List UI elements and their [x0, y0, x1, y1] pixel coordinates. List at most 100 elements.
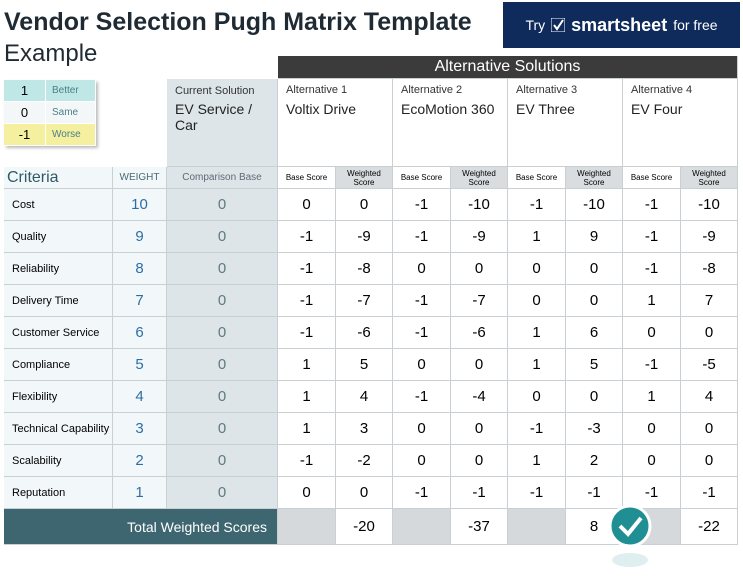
base-score-label: Base Score	[508, 167, 566, 189]
total-score: -20	[336, 509, 393, 545]
base-score: -1	[393, 221, 451, 253]
base-score: 0	[393, 413, 451, 445]
alternative-header: Alternative 1 Voltix Drive	[278, 79, 393, 167]
base-score: -1	[623, 477, 681, 509]
weighted-score: -1	[451, 477, 508, 509]
base-score: -1	[278, 445, 336, 477]
base-score: 0	[508, 285, 566, 317]
alternative-header: Alternative 4 EV Four	[623, 79, 738, 167]
criterion: Flexibility	[4, 381, 113, 413]
base-score: -1	[393, 189, 451, 221]
banner-suffix: for free	[673, 17, 718, 33]
weighted-score: -1	[681, 477, 738, 509]
weighted-score-label: Weighted Score	[336, 167, 393, 189]
base-score: -1	[278, 285, 336, 317]
weighted-score: 9	[566, 221, 623, 253]
weighted-score: 0	[451, 253, 508, 285]
current-score: 0	[167, 349, 278, 381]
weighted-score: -2	[336, 445, 393, 477]
weighted-score: 0	[451, 413, 508, 445]
alternative-label: Alternative 4	[631, 84, 693, 96]
base-score: 1	[278, 381, 336, 413]
weighted-score: -7	[336, 285, 393, 317]
current-label: Current Solution	[175, 85, 255, 97]
current-score: 0	[167, 477, 278, 509]
current-name: EV Service / Car	[175, 101, 253, 133]
totals-spacer	[508, 509, 566, 545]
current-score: 0	[167, 317, 278, 349]
weighted-score: 0	[566, 285, 623, 317]
criterion: Reputation	[4, 477, 113, 509]
weight: 10	[113, 189, 167, 221]
criterion: Technical Capability	[4, 413, 113, 445]
weighted-score: 0	[681, 317, 738, 349]
legend-value: -1	[4, 124, 46, 146]
weighted-score: -7	[451, 285, 508, 317]
legend-label: Worse	[46, 124, 96, 146]
base-score: 0	[278, 189, 336, 221]
weight: 6	[113, 317, 167, 349]
base-score: 1	[508, 221, 566, 253]
base-score: 0	[393, 349, 451, 381]
weight: 3	[113, 413, 167, 445]
criteria-label: Criteria	[4, 167, 113, 189]
weighted-score: 3	[336, 413, 393, 445]
weight: 4	[113, 381, 167, 413]
base-score: -1	[278, 253, 336, 285]
base-score: -1	[508, 477, 566, 509]
weighted-score: 5	[566, 349, 623, 381]
alternative-label: Alternative 2	[401, 84, 463, 96]
weighted-score: -1	[566, 477, 623, 509]
weighted-score: 5	[336, 349, 393, 381]
alternative-name: EV Four	[631, 101, 683, 117]
base-score: 1	[508, 317, 566, 349]
banner[interactable]: Try smartsheet for free	[503, 2, 740, 48]
weighted-score: 0	[336, 189, 393, 221]
legend-value: 1	[4, 80, 46, 102]
weighted-score: -10	[566, 189, 623, 221]
criterion: Delivery Time	[4, 285, 113, 317]
base-score: 1	[278, 349, 336, 381]
base-score-label: Base Score	[623, 167, 681, 189]
base-score: -1	[278, 221, 336, 253]
weighted-score: 6	[566, 317, 623, 349]
current-score: 0	[167, 253, 278, 285]
alternative-header: Alternative 3 EV Three	[508, 79, 623, 167]
weighted-score: -4	[451, 381, 508, 413]
banner-try: Try	[525, 17, 546, 33]
totals-spacer	[393, 509, 451, 545]
base-score: -1	[393, 477, 451, 509]
base-score: -1	[623, 221, 681, 253]
alternatives-title: Alternative Solutions	[278, 56, 738, 79]
weighted-score: 0	[451, 349, 508, 381]
weighted-score: 0	[336, 477, 393, 509]
weighted-score: 0	[566, 381, 623, 413]
base-score: -1	[623, 189, 681, 221]
alternative-header: Alternative 2 EcoMotion 360	[393, 79, 508, 167]
criterion: Quality	[4, 221, 113, 253]
base-score: -1	[508, 189, 566, 221]
alternative-name: Voltix Drive	[286, 101, 357, 117]
weighted-score: -5	[681, 349, 738, 381]
alternative-name: EV Three	[516, 101, 575, 117]
subtitle: Example	[4, 40, 98, 67]
base-score: -1	[393, 285, 451, 317]
base-score: -1	[278, 317, 336, 349]
weight: 8	[113, 253, 167, 285]
base-score-label: Base Score	[278, 167, 336, 189]
weight: 5	[113, 349, 167, 381]
weight: 2	[113, 445, 167, 477]
weighted-score: -9	[451, 221, 508, 253]
title: Vendor Selection Pugh Matrix Template	[4, 8, 472, 36]
current-score: 0	[167, 381, 278, 413]
base-score: 1	[508, 349, 566, 381]
weighted-score: 0	[566, 253, 623, 285]
weighted-score: -10	[451, 189, 508, 221]
weighted-score: 7	[681, 285, 738, 317]
legend-value: 0	[4, 102, 46, 124]
criterion: Cost	[4, 189, 113, 221]
base-score: 0	[393, 253, 451, 285]
criterion: Scalability	[4, 445, 113, 477]
legend-label: Better	[46, 80, 96, 102]
